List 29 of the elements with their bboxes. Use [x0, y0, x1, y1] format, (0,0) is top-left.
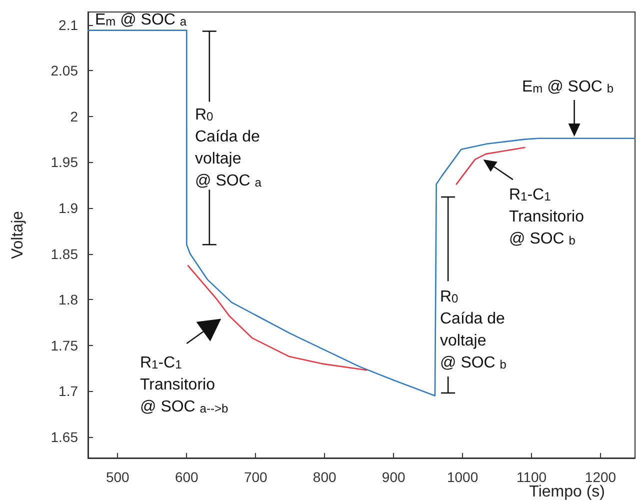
annotation: Em @ SOC a	[95, 12, 187, 28]
x-axis-title: Tiempo (s)	[529, 484, 605, 500]
annotation: R0 Caída de voltaje @ SOC a	[195, 106, 262, 190]
y-tick-label: 1.65	[50, 428, 78, 445]
x-tick-label: 900	[382, 469, 406, 485]
y-tick-label: 2.05	[50, 62, 78, 79]
x-tick-label: 700	[244, 469, 268, 485]
x-tick-label: 1000	[446, 469, 478, 485]
line-series	[456, 146, 526, 185]
y-tick-label: 2.1	[58, 16, 78, 33]
x-tick-label: 1200	[584, 469, 616, 485]
annotation: R1-C1 Transitorio @ SOC b	[509, 186, 584, 248]
annotation: Em @ SOC b	[522, 78, 614, 96]
annotation: R1-C1 Transitorio @ SOC a-->b	[140, 354, 228, 416]
annotation: R0 Caída de voltaje @ SOC b	[440, 288, 507, 372]
x-tick-label: 1100	[516, 469, 547, 485]
y-tick-label: 1.8	[58, 292, 78, 308]
line-series	[87, 30, 636, 396]
y-tick-label: 1.85	[50, 246, 78, 262]
x-tick-label: 600	[174, 469, 199, 485]
y-tick-label: 2	[70, 108, 78, 124]
y-tick-label: 1.9	[58, 200, 78, 216]
x-tick-label: 800	[312, 469, 336, 485]
y-axis-title: Voltaje	[10, 210, 26, 260]
line-series	[187, 265, 368, 371]
y-tick-label: 1.75	[50, 337, 78, 354]
x-tick-label: 500	[106, 469, 130, 485]
y-tick-label: 1.7	[58, 383, 78, 400]
y-tick-label: 1.95	[50, 154, 78, 170]
